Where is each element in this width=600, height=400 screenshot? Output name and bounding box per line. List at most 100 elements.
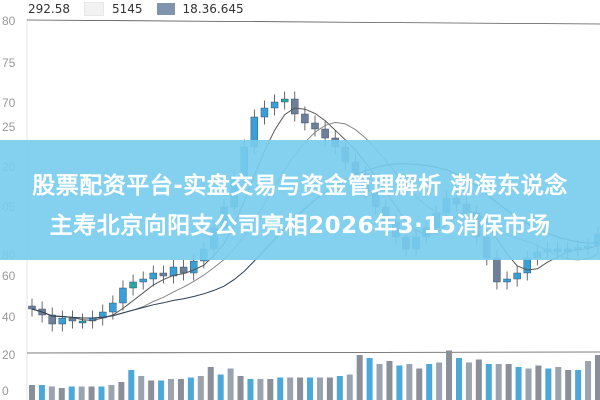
volume-bar [316,377,323,400]
volume-bar [158,380,165,400]
candle [179,266,188,274]
candle [190,260,198,274]
volume-bar [455,358,462,400]
candle [523,257,531,274]
candle [48,314,56,325]
y-tick-label: 80 [2,14,16,28]
volume-bar [366,358,373,400]
candle [321,128,329,139]
legend-swatch-2 [84,2,104,16]
volume-bar [118,382,125,400]
volume-bar [326,377,333,400]
volume-bar [29,385,35,400]
volume-bar [207,367,214,400]
volume-bar [356,355,363,400]
candle [159,272,168,277]
volume-bar [217,374,224,400]
volume-bar [128,370,135,400]
volume-bar [426,364,433,400]
volume-bar [525,368,532,400]
volume-bar [535,365,542,400]
candle [301,113,309,124]
candle [513,272,521,280]
volume-bar [277,377,284,400]
volume-bar [575,370,582,400]
volume-bar [446,350,453,400]
volume-bar [475,359,482,400]
volume-bar [336,376,343,400]
volume-bar [595,355,600,400]
volume-bar [38,385,45,400]
price-top-border [26,19,600,25]
volume-bar [88,386,95,400]
volume-bar [257,379,264,400]
volume-bars [29,350,600,400]
volume-bar [148,380,155,400]
volume-bar [386,361,393,400]
y-tick-label: 20 [2,348,16,362]
candle [311,122,319,130]
candle [78,320,87,324]
legend-value-2: 5145 [112,2,143,16]
legend-value-1: 292.58 [28,2,70,16]
candle [28,305,36,310]
candle [270,101,279,109]
candle [149,272,157,280]
volume-bar [505,364,512,400]
volume-bar [177,379,184,400]
y-tick-label: 70 [2,96,16,110]
y-tick-label: 60 [2,269,16,283]
volume-bar [565,370,572,400]
volume-bar [227,368,234,400]
volume-bar [58,388,65,400]
volume-bar [307,377,314,400]
candle [503,278,511,283]
volume-bar [68,386,75,400]
volume-bar [108,385,115,400]
candle [260,107,269,118]
volume-bar [465,362,472,400]
legend-swatch-3 [156,3,175,15]
volume-bar [197,376,204,400]
candle [139,278,147,283]
y-tick-label: 25 [2,120,16,134]
volume-bar [436,362,443,400]
y-tick-label: 0 [2,384,9,398]
candle [109,302,117,313]
volume-bar [138,376,145,400]
candle [58,317,67,325]
title-banner [0,140,600,260]
volume-bar [555,367,562,400]
volume-bar [237,376,244,400]
y-tick-label: 40 [2,310,16,324]
volume-bar [168,379,175,400]
candle [68,317,77,322]
y-tick-label: 75 [2,56,16,70]
volume-bar [515,367,522,400]
title-line-1: 股票配资平台-实盘交易与资金管理解析 渤海东说念 [32,173,568,199]
volume-bar [48,386,55,400]
candle [169,266,178,277]
volume-bar [545,368,552,400]
volume-bar [98,386,105,400]
candle [291,98,299,115]
title-line-2: 主寿北京向阳支公司亮相2026年3·15消保市场 [49,213,551,239]
volume-bar [297,377,304,400]
legend: 292.58 5145 18.36.645 [28,0,244,18]
volume-bar [406,364,413,400]
volume-bar [346,374,353,400]
candle [129,281,137,289]
volume-bar [585,361,592,400]
volume-top-border [26,351,600,354]
candle [119,287,127,304]
legend-value-3: 18.36.645 [182,2,244,16]
volume-bar [485,364,492,400]
volume-bar [396,365,403,400]
candle [280,98,289,103]
volume-bar [376,364,383,400]
volume-bar [267,379,274,400]
volume-bar [187,377,194,400]
volume-bar [495,364,502,400]
candle [493,257,501,283]
volume-bar [416,368,423,400]
